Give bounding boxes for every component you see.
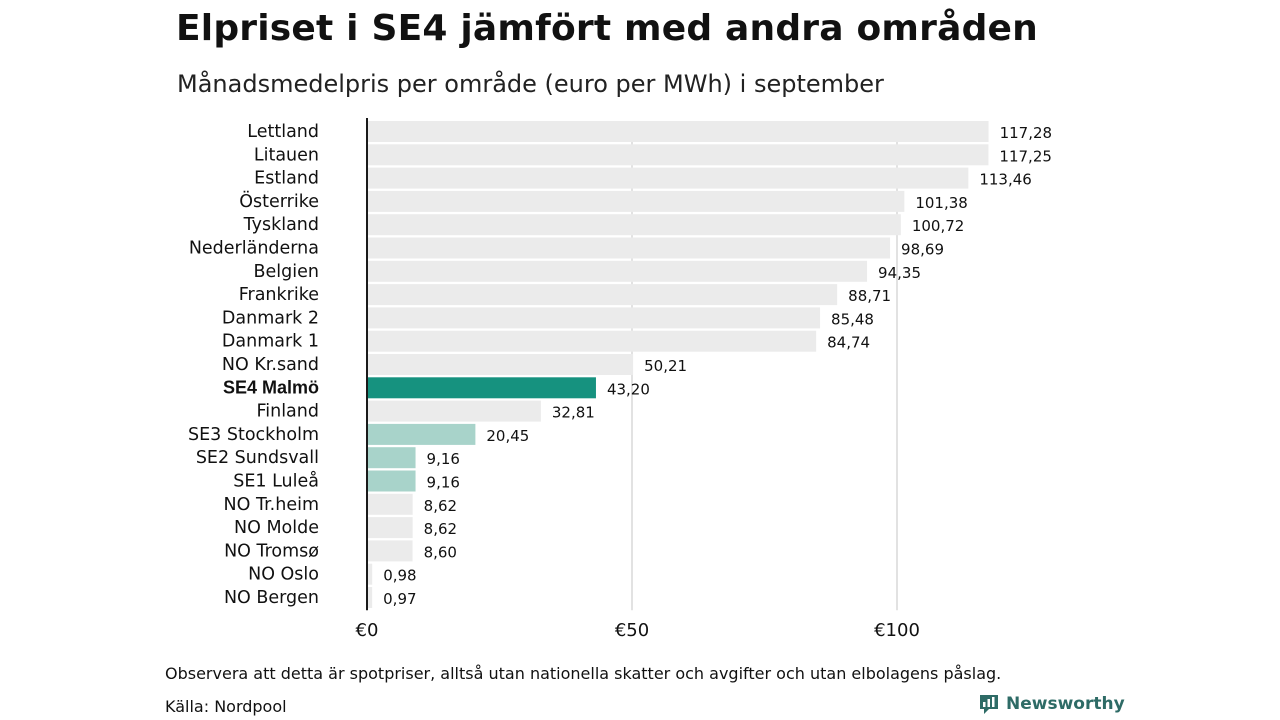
brand-logo: Newsworthy (978, 693, 1125, 715)
value-label: 85,48 (831, 310, 874, 328)
value-label: 0,98 (383, 567, 416, 585)
bar (367, 587, 373, 608)
value-label: 20,45 (486, 427, 529, 445)
value-label: 8,62 (424, 520, 457, 538)
category-label: Österrike (239, 190, 319, 212)
bar (367, 354, 634, 375)
newsworthy-logo-icon (978, 693, 1000, 715)
value-label: 113,46 (979, 171, 1032, 189)
bar (367, 447, 416, 469)
x-tick-label: €50 (615, 620, 649, 641)
value-label: 117,28 (1000, 124, 1053, 142)
bar (367, 330, 817, 352)
value-label: 117,25 (999, 147, 1052, 165)
bar (367, 493, 413, 515)
bar (367, 400, 541, 422)
category-label: NO Tr.heim (224, 495, 319, 515)
bar (367, 260, 868, 282)
category-label: NO Kr.sand (222, 355, 319, 375)
value-label: 84,74 (827, 334, 870, 352)
category-label: Estland (254, 169, 319, 189)
category-label: Nederländerna (189, 239, 319, 259)
chart-subtitle: Månadsmedelpris per område (euro per MWh… (177, 70, 884, 98)
category-label: Lettland (247, 122, 319, 142)
bar (367, 214, 901, 236)
value-label: 9,16 (427, 450, 460, 468)
value-label: 50,21 (644, 357, 687, 375)
footnote: Observera att detta är spotpriser, allts… (165, 664, 1002, 683)
bar (367, 517, 413, 539)
value-label: 43,20 (607, 380, 650, 398)
bar (367, 307, 821, 329)
category-label: SE1 Luleå (233, 471, 319, 492)
bar (367, 563, 373, 585)
value-label: 0,97 (383, 590, 416, 608)
value-label: 8,62 (424, 497, 457, 515)
category-label: SE3 Stockholm (188, 425, 319, 445)
bar (367, 470, 416, 492)
value-label: 32,81 (552, 404, 595, 422)
chart-title: Elpriset i SE4 jämfört med andra områden (176, 8, 1038, 49)
bar (367, 423, 476, 445)
category-label: NO Bergen (224, 588, 319, 608)
category-label: Litauen (254, 145, 319, 165)
category-label: NO Oslo (248, 565, 319, 585)
source-label: Källa: Nordpool (165, 697, 287, 716)
bar (367, 167, 969, 189)
category-label: Danmark 2 (222, 308, 319, 328)
bar (367, 284, 838, 306)
bar (367, 121, 989, 142)
category-label: SE4 Malmö (223, 377, 319, 397)
value-label: 100,72 (912, 217, 965, 235)
value-label: 9,16 (427, 474, 460, 492)
category-label: Finland (256, 402, 319, 422)
x-tick-label: €0 (356, 620, 379, 641)
bar (367, 377, 596, 399)
bar (367, 540, 413, 562)
bar-chart: €0 €50 €100 Lettland 117,28 Litauen 117,25 Estl… (188, 118, 1053, 641)
brand-name: Newsworthy (1006, 694, 1125, 714)
value-label: 88,71 (848, 287, 891, 305)
category-label: Frankrike (239, 285, 319, 305)
category-label: NO Tromsø (224, 541, 319, 561)
value-label: 94,35 (878, 264, 921, 282)
value-label: 98,69 (901, 241, 944, 259)
value-label: 101,38 (915, 194, 968, 212)
category-label: Tyskland (243, 215, 319, 235)
value-label: 8,60 (424, 543, 457, 561)
category-label: Belgien (254, 262, 319, 282)
category-label: Danmark 1 (222, 332, 319, 352)
x-tick-label: €100 (874, 620, 920, 641)
bar (367, 190, 905, 212)
category-label: NO Molde (234, 518, 319, 538)
bar (367, 144, 989, 166)
category-label: SE2 Sundsvall (196, 448, 319, 468)
bar (367, 237, 891, 259)
